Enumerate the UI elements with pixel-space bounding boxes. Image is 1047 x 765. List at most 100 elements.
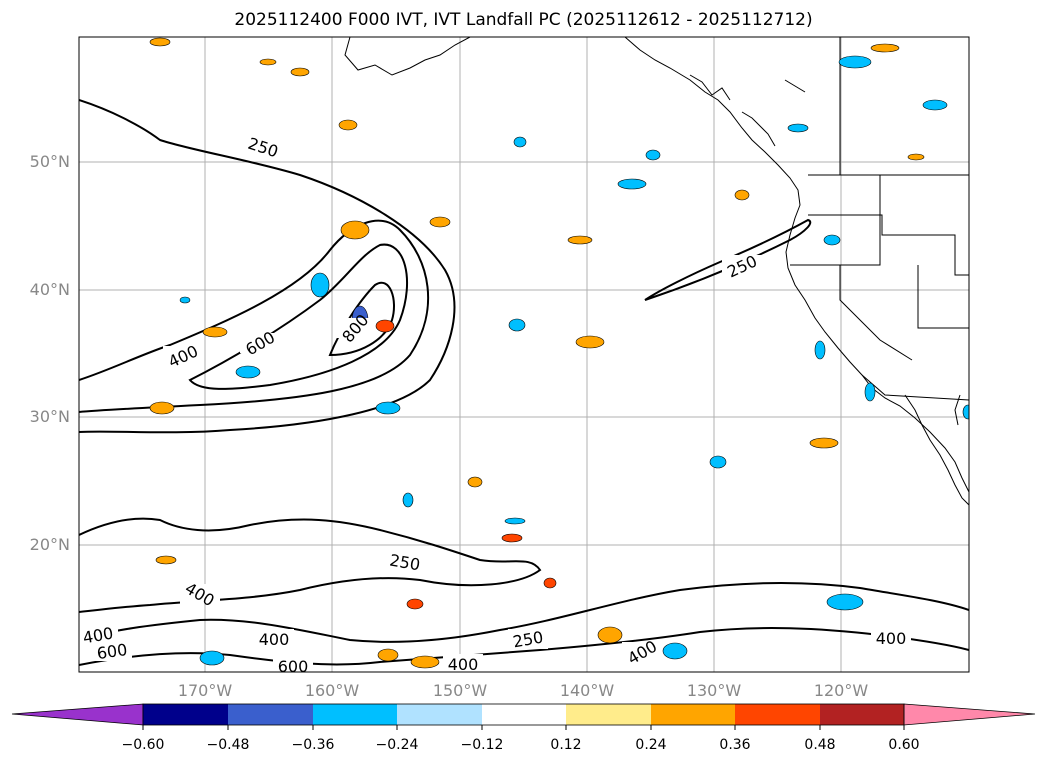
pc-blob (429, 216, 451, 228)
pc-blob (922, 99, 948, 111)
colorbar-tick-label: −0.48 (206, 737, 250, 753)
contour-250-lower (79, 517, 542, 613)
lat-label-30n: 30°N (29, 407, 70, 426)
colorbar (11, 703, 1036, 730)
pc-blob (838, 55, 872, 69)
contour-label: 400 (259, 630, 290, 649)
pc-blob (501, 533, 523, 543)
pc-blob (662, 642, 688, 660)
pc-blob (597, 626, 623, 644)
colorbar-bin (566, 704, 651, 725)
pc-blob (508, 318, 526, 332)
state-boundary-3 (839, 265, 913, 361)
contour-250-upper (79, 99, 456, 434)
colorbar-bin (397, 704, 482, 725)
pc-blob (202, 326, 228, 338)
pc-blob (155, 555, 177, 565)
alaska-panhandle (689, 74, 731, 101)
colorbar-tick-label: −0.60 (121, 737, 165, 753)
lon-label-150w: 150°W (432, 681, 488, 700)
colorbar-bin (651, 704, 735, 725)
na-west-coast (624, 37, 969, 493)
gulf-coast (954, 394, 961, 426)
pc-blob (809, 437, 839, 449)
pc-blob (617, 178, 647, 190)
map-frame (78, 36, 970, 673)
contour-600 (188, 243, 408, 390)
colorbar-bin (735, 704, 820, 725)
pc-blob (787, 123, 809, 133)
lon-label-140w: 140°W (559, 681, 615, 700)
colorbar-tick-label: −0.24 (375, 737, 419, 753)
pc-blob (410, 655, 440, 669)
pc-blob (259, 58, 277, 66)
pc-blob (402, 492, 414, 508)
colorbar-tick-label: 0.12 (550, 737, 582, 753)
contour-label: 400 (448, 655, 479, 674)
pc-blob (406, 598, 424, 610)
lat-label-50n: 50°N (29, 152, 70, 171)
map-area (79, 37, 969, 672)
aleutian-coast (344, 37, 471, 76)
colorbar-tick-label: −0.36 (291, 737, 335, 753)
lon-label-120w: 120°W (813, 681, 869, 700)
pc-blob (513, 136, 527, 148)
colorbar-tick-label: 0.48 (804, 737, 836, 753)
colorbar-tick-label: 0.60 (888, 737, 920, 753)
state-boundary-2 (790, 175, 881, 266)
contour-600-lower (79, 627, 969, 666)
pc-blob (734, 189, 750, 201)
ivt-landfall-pc-field (149, 37, 969, 669)
pc-blob (826, 593, 864, 611)
pc-blob (310, 272, 330, 298)
contour-400 (79, 219, 430, 413)
lat-label-40n: 40°N (29, 280, 70, 299)
colorbar-tick-label: 0.24 (635, 737, 667, 753)
colorbar-frame (142, 703, 905, 726)
pc-blob (377, 648, 399, 662)
lat-label-20n: 20°N (29, 535, 70, 554)
contour-label: 600 (96, 640, 129, 663)
pc-blob (823, 234, 841, 246)
pc-blob (179, 296, 191, 304)
colorbar-bin (820, 704, 904, 725)
pc-blob (864, 382, 876, 402)
pc-blob (543, 577, 557, 589)
us-mexico-border (861, 374, 969, 401)
gridlines (79, 37, 969, 672)
pc-blob (709, 455, 727, 469)
pc-blob (467, 476, 483, 488)
map-title: 2025112400 F000 IVT, IVT Landfall PC (20… (234, 10, 813, 30)
pc-blob (149, 37, 171, 47)
colorbar-extend-high (903, 703, 1036, 726)
contour-label-bg (79, 137, 911, 672)
pc-blob (575, 335, 605, 349)
contour-label: 400 (876, 629, 907, 648)
political-boundaries (790, 37, 969, 401)
pc-blob (962, 404, 969, 420)
lon-label-170w: 170°W (177, 681, 233, 700)
pc-blob (375, 319, 395, 333)
pc-blob (340, 220, 370, 240)
colorbar-bin (482, 704, 566, 725)
pc-blob (235, 365, 261, 379)
lon-label-160w: 160°W (304, 681, 360, 700)
pc-blob (870, 43, 900, 53)
colorbar-bin (313, 704, 397, 725)
coastlines (344, 37, 969, 506)
pc-blob (645, 149, 661, 161)
coast-fragment-1 (784, 79, 806, 93)
colorbar-tick-label: 0.36 (719, 737, 751, 753)
bc-islands (741, 111, 776, 147)
colorbar-bin (228, 704, 313, 725)
baja-california (904, 394, 969, 506)
lon-label-130w: 130°W (686, 681, 742, 700)
pc-blob (199, 650, 225, 666)
pc-blob (567, 235, 593, 245)
pc-blob (290, 67, 310, 77)
colorbar-bin (143, 704, 228, 725)
contour-400-lower (79, 581, 969, 643)
pc-blob (504, 517, 526, 525)
pc-blob (814, 340, 826, 360)
